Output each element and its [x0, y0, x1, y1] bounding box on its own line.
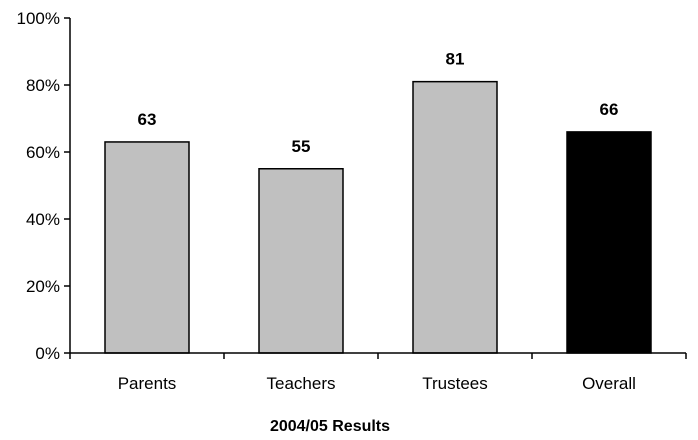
- x-tick-label-teachers: Teachers: [267, 374, 336, 393]
- data-label-teachers: 55: [292, 137, 311, 156]
- y-tick-label: 100%: [17, 9, 60, 28]
- bar-overall: [566, 131, 652, 354]
- x-axis-ticks: Parents Teachers Trustees Overall: [69, 353, 687, 393]
- x-tick-label-overall: Overall: [582, 374, 636, 393]
- bar-trustees: [412, 80, 498, 354]
- y-tick-label: 80%: [26, 76, 60, 95]
- value-labels-group: 63 55 81 66: [138, 50, 619, 156]
- y-tick-label: 20%: [26, 277, 60, 296]
- data-label-overall: 66: [600, 100, 619, 119]
- y-axis-ticks: 0% 20% 40% 60% 80% 100%: [17, 9, 70, 363]
- data-label-parents: 63: [138, 110, 157, 129]
- data-label-trustees: 81: [446, 50, 465, 69]
- y-tick-label: 0%: [35, 344, 60, 363]
- x-axis-title: 2004/05 Results: [270, 418, 390, 435]
- y-tick-label: 60%: [26, 143, 60, 162]
- x-tick-label-parents: Parents: [118, 374, 177, 393]
- x-tick-label-trustees: Trustees: [422, 374, 488, 393]
- bar-teachers: [258, 168, 344, 354]
- y-tick-label: 40%: [26, 210, 60, 229]
- bars-group: [104, 80, 652, 354]
- bar-parents: [104, 141, 190, 354]
